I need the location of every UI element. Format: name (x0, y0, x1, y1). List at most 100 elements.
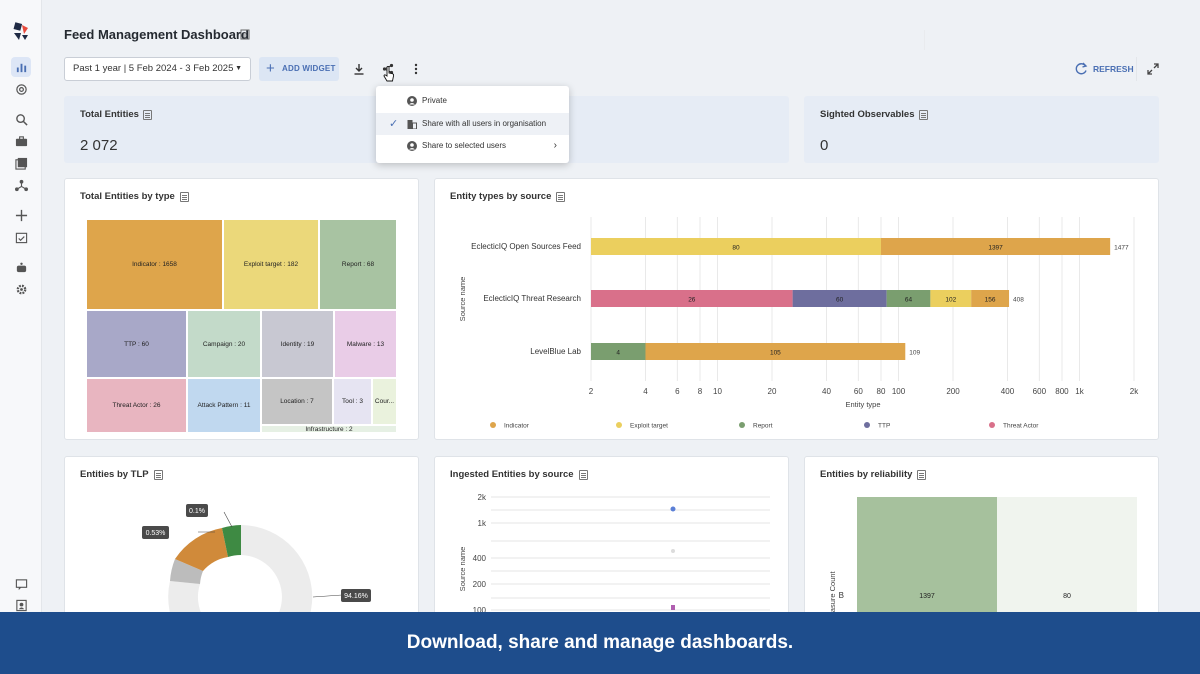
building-icon (407, 120, 417, 129)
robot-icon[interactable] (11, 257, 31, 277)
treemap-cell[interactable]: Malware : 13 (335, 311, 396, 377)
description-icon[interactable] (917, 469, 927, 480)
x-tick: 2k (1130, 387, 1139, 396)
x-tick: 80 (877, 387, 886, 396)
legend-label[interactable]: Exploit target (630, 423, 668, 430)
fullscreen-icon[interactable] (1146, 62, 1160, 76)
target-icon[interactable] (11, 79, 31, 99)
description-icon[interactable] (153, 469, 163, 480)
description-icon[interactable] (556, 191, 566, 202)
more-options-icon[interactable] (408, 61, 424, 77)
bar-value-label: 64 (905, 297, 913, 304)
reliability-bar[interactable] (997, 497, 1137, 625)
donut-slice-orange[interactable] (175, 528, 228, 571)
menu-item-label: Share with all users in organisation (422, 119, 547, 128)
bar-segment[interactable] (591, 343, 646, 360)
legend-marker[interactable] (739, 422, 745, 428)
bar-segment[interactable] (930, 290, 972, 307)
main-content: Feed Management Dashboard Past 1 year | … (42, 0, 1200, 674)
description-icon[interactable] (142, 109, 152, 120)
legend-marker[interactable] (490, 422, 496, 428)
divider (924, 30, 925, 50)
treemap-cell[interactable]: TTP : 60 (87, 311, 186, 377)
share-organisation-option[interactable]: ✓ Share with all users in organisation (376, 113, 569, 135)
total-entities-card: Total Entities 2 072 (64, 96, 420, 163)
share-private-option[interactable]: Private (376, 90, 569, 112)
library-icon[interactable] (11, 153, 31, 173)
scatter-point[interactable] (671, 549, 675, 553)
app-logo[interactable] (11, 22, 31, 42)
legend-label[interactable]: Report (753, 423, 773, 430)
dashboard-icon[interactable] (11, 57, 31, 77)
description-icon[interactable] (240, 29, 251, 40)
treemap-cell[interactable]: Identity : 19 (262, 311, 333, 377)
legend-marker[interactable] (989, 422, 995, 428)
entity-types-title-text: Entity types by source (450, 191, 552, 202)
sighted-observables-title: Sighted Observables (820, 109, 915, 120)
scatter-point[interactable] (671, 605, 675, 610)
bar-segment[interactable] (971, 290, 1010, 307)
legend-marker[interactable] (864, 422, 870, 428)
treemap-cell[interactable]: Attack Pattern : 11 (188, 379, 260, 432)
briefcase-icon[interactable] (11, 131, 31, 151)
treemap-cell[interactable]: Campaign : 20 (188, 311, 260, 377)
legend-label[interactable]: TTP (878, 423, 890, 430)
description-icon[interactable] (578, 469, 588, 480)
treemap-cell[interactable]: Infrastructure : 2 (262, 426, 396, 432)
y-axis-label: Measure Count (828, 570, 837, 622)
share-selected-users-option[interactable]: Share to selected users › (376, 135, 569, 157)
calendar-check-icon[interactable] (11, 227, 31, 247)
y-tick: 1k (478, 519, 487, 528)
download-icon[interactable] (351, 61, 367, 77)
legend-marker[interactable] (616, 422, 622, 428)
bar-value-label: 26 (688, 297, 696, 304)
y-tick: 100 (473, 606, 487, 615)
date-range-select[interactable]: Past 1 year | 5 Feb 2024 - 3 Feb 2025 ▼ (64, 57, 251, 81)
bar-value-label: 60 (836, 297, 844, 304)
ingested-scatter-chart: Source name 2k 1k 400 200 100 (458, 493, 770, 615)
bar-segment[interactable] (880, 238, 1111, 255)
scatter-point[interactable] (670, 506, 676, 512)
y-tick: 400 (473, 554, 487, 563)
donut-slice-large[interactable] (168, 525, 313, 625)
bar-segment[interactable] (645, 343, 906, 360)
treemap-cell[interactable]: Exploit target : 182 (224, 220, 318, 309)
user-profile-icon[interactable] (11, 595, 31, 615)
chat-icon[interactable] (11, 574, 31, 594)
donut-slice[interactable] (170, 559, 203, 584)
legend-label[interactable]: Indicator (504, 423, 530, 430)
y-tick: 2k (478, 493, 487, 502)
treemap-cell[interactable]: Tool : 3 (334, 379, 371, 424)
reliability-bar[interactable] (857, 497, 997, 625)
description-icon[interactable] (918, 109, 928, 120)
treemap-cell[interactable]: Threat Actor : 26 (87, 379, 186, 432)
bar-segment[interactable] (792, 290, 887, 307)
gear-icon[interactable] (11, 279, 31, 299)
x-tick: 200 (946, 387, 960, 396)
treemap-cell[interactable]: Location : 7 (262, 379, 332, 424)
treemap-cell[interactable]: Indicator : 1658 (87, 220, 222, 309)
add-widget-button[interactable]: + ADD WIDGET (259, 57, 339, 81)
bar-total-label: 1477 (1114, 245, 1129, 252)
entities-by-reliability-card: Entities by reliability Measure Count B … (804, 456, 1159, 626)
x-tick: 6 (675, 387, 680, 396)
refresh-button[interactable]: REFRESH (1075, 62, 1134, 76)
x-tick: 40 (822, 387, 831, 396)
user-circle-icon (407, 96, 417, 106)
legend-label[interactable]: Threat Actor (1003, 423, 1039, 430)
description-icon[interactable] (179, 191, 189, 202)
x-tick: 600 (1033, 387, 1047, 396)
add-icon[interactable] (11, 205, 31, 225)
treemap-cell[interactable]: Cour... (373, 379, 396, 424)
chevron-right-icon: › (553, 140, 557, 151)
bar-segment[interactable] (591, 290, 793, 307)
search-icon[interactable] (11, 109, 31, 129)
share-menu: Private ✓ Share with all users in organi… (376, 86, 569, 163)
graph-icon[interactable] (11, 175, 31, 195)
donut-slice-green[interactable] (222, 525, 241, 557)
tlp-label: 94.16% (344, 593, 368, 600)
bar-segment[interactable] (591, 238, 881, 255)
treemap-cell[interactable]: Report : 68 (320, 220, 396, 309)
bar-segment[interactable] (886, 290, 931, 307)
